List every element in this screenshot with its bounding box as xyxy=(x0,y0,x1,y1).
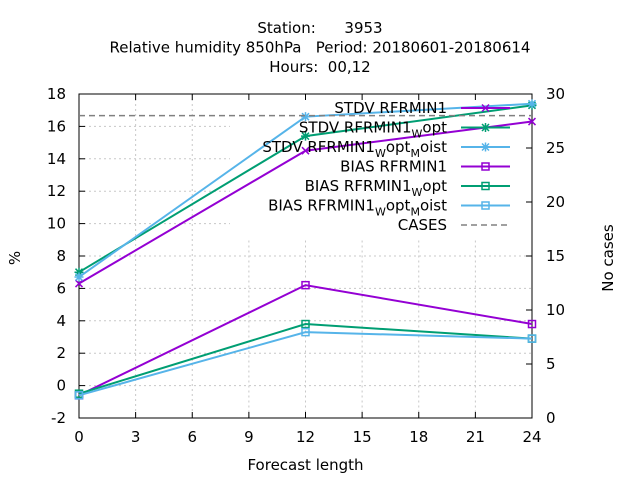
series-5 xyxy=(74,327,537,400)
data-point xyxy=(527,117,537,126)
legend-label-part: opt xyxy=(422,119,447,137)
y2-axis-label: No cases xyxy=(599,224,617,292)
y-tick-label: 10 xyxy=(47,215,66,233)
legend-swatch-marker xyxy=(481,142,490,152)
y-tick-label: 18 xyxy=(47,85,66,103)
data-point xyxy=(301,280,310,290)
legend-label-part: oist xyxy=(420,197,447,215)
legend-label-part: W xyxy=(375,206,386,219)
legend-label-part: opt xyxy=(422,177,447,195)
data-point xyxy=(527,334,537,343)
y2-tick-label: 20 xyxy=(546,193,565,211)
data-point xyxy=(301,146,310,155)
y-tick-label: 2 xyxy=(56,344,66,362)
legend-label: BIAS RFRMIN1 xyxy=(340,158,447,176)
legend-label: STDV RFRMIN1WoptMoist xyxy=(262,138,447,160)
y-tick-label: 4 xyxy=(56,312,66,330)
x-tick-label: 21 xyxy=(466,428,485,446)
legend-label-part: W xyxy=(412,186,423,199)
legend-label: CASES xyxy=(398,216,447,234)
y-tick-label: 16 xyxy=(47,117,66,135)
legend-label-part: BIAS RFRMIN1 xyxy=(340,158,447,176)
legend-label: STDV RFRMIN1 xyxy=(334,99,447,117)
x-tick-label: 6 xyxy=(187,428,197,446)
y2-tick-label: 5 xyxy=(546,355,556,373)
x-tick-label: 12 xyxy=(296,428,315,446)
legend-label-part: W xyxy=(375,147,386,160)
legend-label-part: opt xyxy=(386,138,411,156)
legend-label-part: oist xyxy=(420,138,447,156)
legend-label: BIAS RFRMIN1WoptMoist xyxy=(268,197,447,219)
chart-title-line: Hours: 00,12 xyxy=(269,58,370,76)
legend-label-part: CASES xyxy=(398,216,447,234)
y2-tick-label: 0 xyxy=(546,409,556,427)
data-point xyxy=(74,279,84,288)
legend-label-part: BIAS RFRMIN1 xyxy=(268,197,375,215)
chart-title-line: Station: 3953 xyxy=(257,19,382,37)
x-tick-label: 18 xyxy=(409,428,428,446)
series-line xyxy=(78,323,533,395)
y-tick-label: 6 xyxy=(56,279,66,297)
legend-label-part: BIAS RFRMIN1 xyxy=(305,177,412,195)
data-point xyxy=(74,272,84,282)
legend-label: BIAS RFRMIN1Wopt xyxy=(305,177,447,199)
x-tick-label: 9 xyxy=(244,428,254,446)
series-line xyxy=(78,331,533,397)
legend-label-part: opt xyxy=(386,197,411,215)
y-tick-label: 0 xyxy=(56,377,66,395)
legend-label-part: STDV RFRMIN1 xyxy=(262,138,375,156)
legend-label-part: W xyxy=(412,128,423,141)
y2-tick-label: 25 xyxy=(546,139,565,157)
y-tick-label: 12 xyxy=(47,182,66,200)
data-point xyxy=(301,112,310,122)
y2-tick-label: 30 xyxy=(546,85,565,103)
data-point xyxy=(74,267,84,277)
y2-tick-label: 15 xyxy=(546,247,565,265)
x-tick-label: 0 xyxy=(74,428,84,446)
legend-swatch-marker xyxy=(481,201,490,210)
x-tick-label: 3 xyxy=(131,428,141,446)
data-point xyxy=(527,99,537,109)
chart-title-line: Relative humidity 850hPa Period: 2018060… xyxy=(110,39,531,57)
data-point xyxy=(527,319,537,329)
x-tick-label: 24 xyxy=(522,428,541,446)
legend-label-part: STDV RFRMIN1 xyxy=(299,119,412,137)
y-tick-label: 14 xyxy=(47,150,66,168)
x-axis-label: Forecast length xyxy=(247,456,363,474)
legend-label-part: M xyxy=(410,147,420,160)
y-axis-label: % xyxy=(6,251,24,265)
data-point xyxy=(301,319,310,329)
series-line xyxy=(78,284,533,397)
x-tick-label: 15 xyxy=(353,428,372,446)
series-0 xyxy=(74,117,537,288)
y-tick-label: 8 xyxy=(56,247,66,265)
data-point xyxy=(301,131,310,141)
legend-label-part: STDV RFRMIN1 xyxy=(334,99,447,117)
legend-label-part: M xyxy=(410,206,420,219)
y-tick-label: -2 xyxy=(51,409,66,427)
legend-swatch-marker xyxy=(481,181,490,191)
legend-swatch-marker xyxy=(481,123,490,132)
y2-tick-label: 10 xyxy=(546,301,565,319)
data-point xyxy=(301,327,310,337)
data-point xyxy=(74,391,84,400)
legend-swatch-marker xyxy=(481,103,490,113)
series-2 xyxy=(74,99,537,282)
legend-label: STDV RFRMIN1Wopt xyxy=(299,119,447,141)
legend-swatch-marker xyxy=(481,162,490,171)
